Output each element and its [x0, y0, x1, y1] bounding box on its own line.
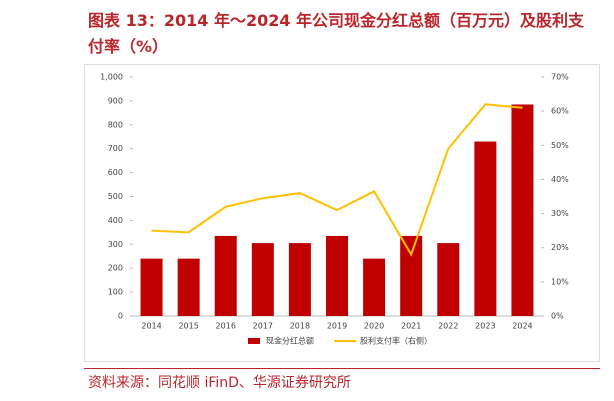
- y-tick-label: 300: [108, 240, 123, 249]
- x-tick-label: 2020: [364, 322, 384, 331]
- y-tick-label: 400: [108, 216, 123, 225]
- y-tick-label: 700: [108, 144, 123, 153]
- y-tick-label: 200: [108, 264, 123, 273]
- bar: [214, 235, 237, 316]
- x-tick-label: 2024: [512, 322, 532, 331]
- y-tick-label: 500: [108, 192, 123, 201]
- y-tick-label: 1,000: [100, 73, 123, 82]
- y-tick-label: 0: [118, 312, 123, 321]
- y2-tick-label: 10%: [551, 277, 569, 286]
- bar: [474, 141, 497, 316]
- bar: [326, 235, 348, 316]
- x-tick-label: 2018: [290, 322, 310, 331]
- y2-tick-label: 30%: [551, 209, 569, 218]
- bar: [177, 258, 200, 316]
- y2-tick-label: 70%: [551, 73, 569, 82]
- x-tick-label: 2014: [141, 322, 161, 331]
- x-tick-label: 2015: [178, 322, 198, 331]
- y-tick-label: 100: [108, 288, 123, 297]
- bar: [288, 243, 311, 316]
- y2-tick-label: 0%: [551, 312, 564, 321]
- y2-tick-label: 60%: [551, 107, 569, 116]
- source-note: 资料来源：同花顺 iFinD、华源证券研究所: [88, 375, 351, 391]
- y-tick-label: 900: [108, 96, 123, 105]
- y2-tick-label: 20%: [551, 243, 569, 252]
- bar: [511, 104, 534, 316]
- bar: [363, 258, 386, 316]
- y-tick-label: 600: [108, 168, 123, 177]
- y2-tick-label: 40%: [551, 175, 569, 184]
- x-tick-label: 2021: [401, 322, 421, 331]
- chart-title: 图表 13：2014 年～2024 年公司现金分红总额（百万元）及股利支付率（%…: [88, 11, 585, 56]
- chart-frame: [84, 64, 600, 362]
- bar: [437, 243, 460, 316]
- divider: [84, 368, 600, 369]
- bar: [400, 235, 423, 316]
- x-tick-label: 2017: [253, 322, 273, 331]
- line: [151, 103, 523, 257]
- x-tick-label: 2023: [475, 322, 495, 331]
- y2-tick-label: 50%: [551, 141, 569, 150]
- bar: [251, 243, 274, 316]
- x-tick-label: 2016: [216, 322, 236, 331]
- x-tick-label: 2022: [438, 322, 458, 331]
- bar: [140, 258, 163, 316]
- legend-swatch: [248, 338, 260, 344]
- legend-label: 股利支付率（右侧）: [360, 336, 432, 346]
- legend-label: 现金分红总额: [266, 336, 314, 346]
- y-tick-label: 800: [108, 120, 123, 129]
- x-tick-label: 2019: [327, 322, 347, 331]
